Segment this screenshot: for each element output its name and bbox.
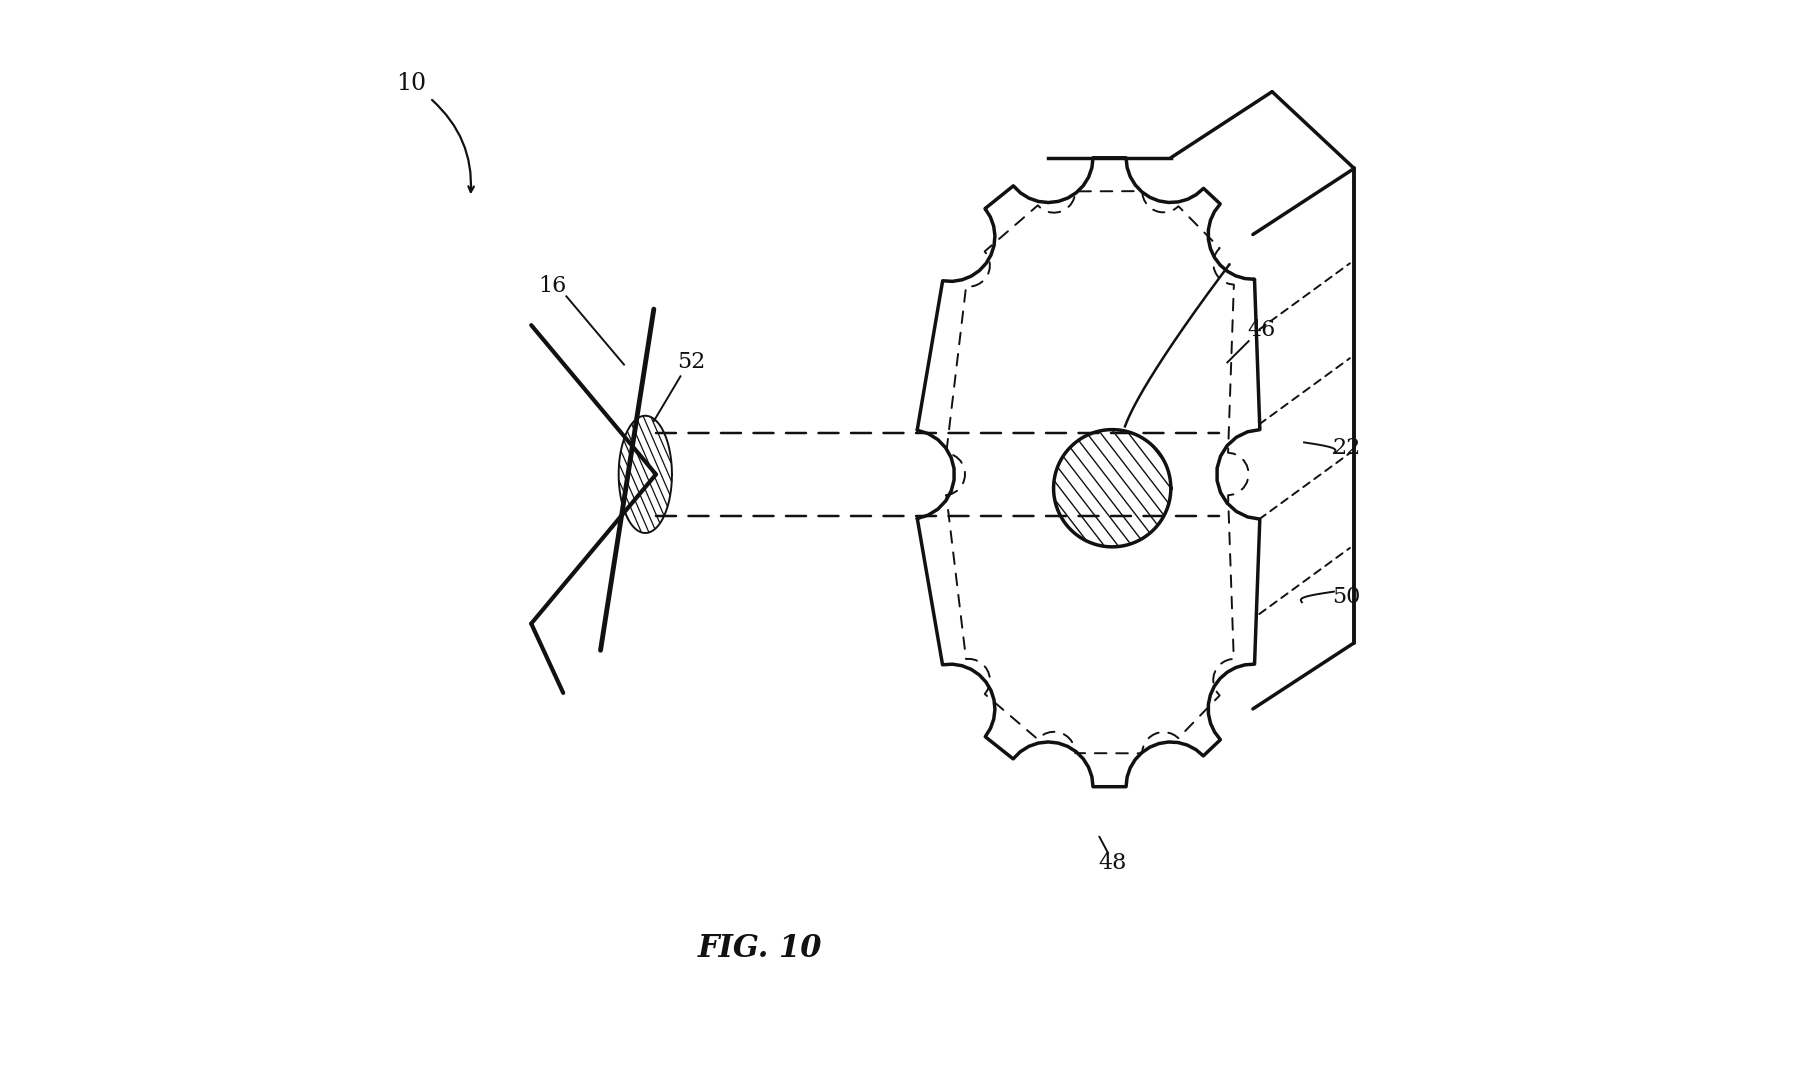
Text: 22: 22 (1332, 437, 1361, 458)
Text: 50: 50 (1332, 586, 1361, 608)
Text: 46: 46 (1248, 320, 1275, 341)
Text: 10: 10 (396, 71, 426, 95)
Text: 16: 16 (538, 275, 566, 296)
Text: 48: 48 (1099, 853, 1126, 874)
Text: 52: 52 (678, 352, 705, 373)
Text: FIG. 10: FIG. 10 (698, 933, 823, 965)
